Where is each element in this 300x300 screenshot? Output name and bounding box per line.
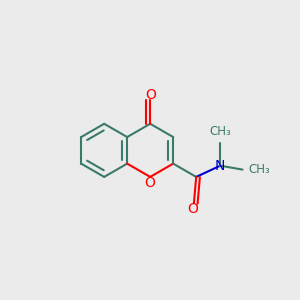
Text: O: O [187,202,198,216]
Text: N: N [215,159,226,173]
Text: O: O [144,176,155,190]
Text: O: O [145,88,156,102]
Text: CH₃: CH₃ [209,125,231,138]
Text: CH₃: CH₃ [248,163,270,176]
